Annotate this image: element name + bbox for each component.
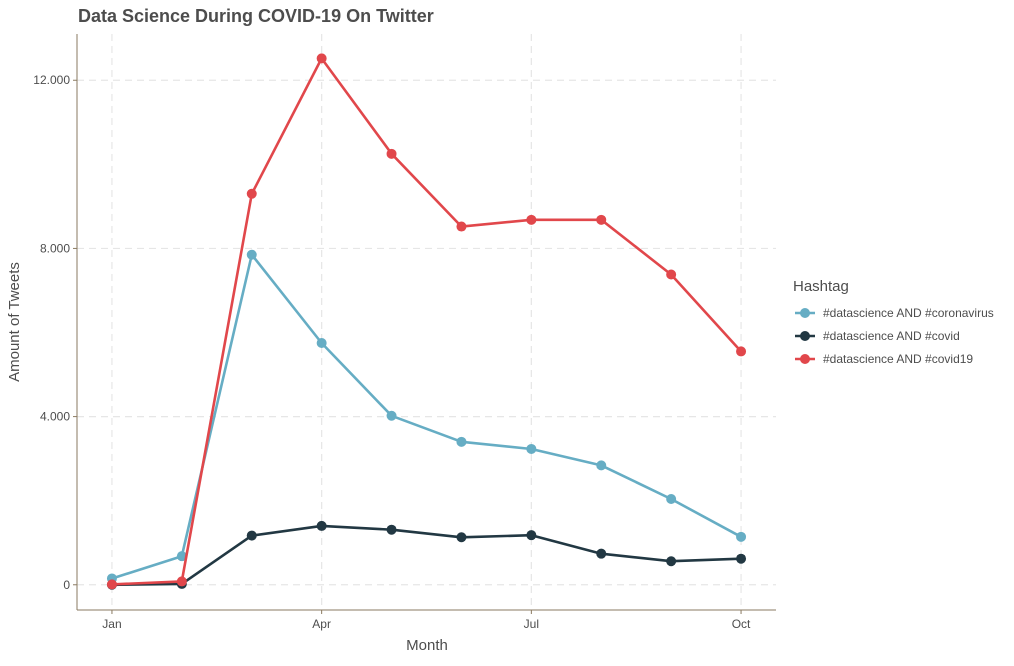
legend-key-dot <box>800 308 810 318</box>
data-point <box>456 221 467 232</box>
data-point <box>176 576 187 587</box>
series-lines <box>106 53 747 590</box>
data-point <box>246 188 257 199</box>
data-point <box>526 214 537 225</box>
data-point <box>596 548 607 559</box>
data-point <box>736 531 747 542</box>
x-tick-label: Oct <box>732 617 751 631</box>
data-point <box>246 530 257 541</box>
x-tick-label: Jan <box>102 617 121 631</box>
legend-key-dot <box>800 331 810 341</box>
data-point <box>596 460 607 471</box>
series-group <box>106 249 747 584</box>
data-point <box>316 338 327 349</box>
legend-label: #datascience AND #covid <box>823 329 960 343</box>
data-point <box>316 53 327 64</box>
y-tick-label: 8.000 <box>40 241 70 255</box>
data-point <box>736 553 747 564</box>
y-tick-label: 4.000 <box>40 410 70 424</box>
x-axis-title: Month <box>406 637 448 654</box>
axis-ticks: 0 4.000 8.000 12.000 Jan Apr Jul Oct <box>33 73 751 631</box>
series-line <box>110 524 743 587</box>
grid-lines <box>77 34 776 610</box>
data-point <box>456 436 467 447</box>
data-point <box>526 443 537 454</box>
legend-key-dot <box>800 354 810 364</box>
legend-title: Hashtag <box>793 278 849 295</box>
x-tick-label: Apr <box>312 617 331 631</box>
data-point <box>246 249 257 260</box>
data-point <box>386 410 397 421</box>
legend-label: #datascience AND #coronavirus <box>823 306 994 320</box>
y-axis-title: Amount of Tweets <box>6 262 23 382</box>
data-point <box>386 148 397 159</box>
series-group <box>106 520 747 590</box>
data-point <box>526 530 537 541</box>
data-point <box>666 494 677 505</box>
legend: Hashtag #datascience AND #coronavirus#da… <box>793 278 994 366</box>
data-point <box>666 556 677 567</box>
legend-items: #datascience AND #coronavirus #datascienc… <box>795 306 994 366</box>
data-point <box>316 520 327 531</box>
data-point <box>596 214 607 225</box>
data-point <box>666 269 677 280</box>
x-tick-label: Jul <box>524 617 539 631</box>
series-line <box>110 57 743 586</box>
chart-title: Data Science During COVID-19 On Twitter <box>78 6 434 26</box>
data-point <box>106 579 117 590</box>
series-line <box>110 253 743 580</box>
series-group <box>106 53 747 590</box>
data-point <box>736 346 747 357</box>
y-tick-label: 0 <box>63 578 70 592</box>
data-point <box>456 532 467 543</box>
y-tick-label: 12.000 <box>33 73 70 87</box>
data-point <box>176 551 187 562</box>
legend-label: #datascience AND #covid19 <box>823 352 973 366</box>
data-point <box>386 524 397 535</box>
